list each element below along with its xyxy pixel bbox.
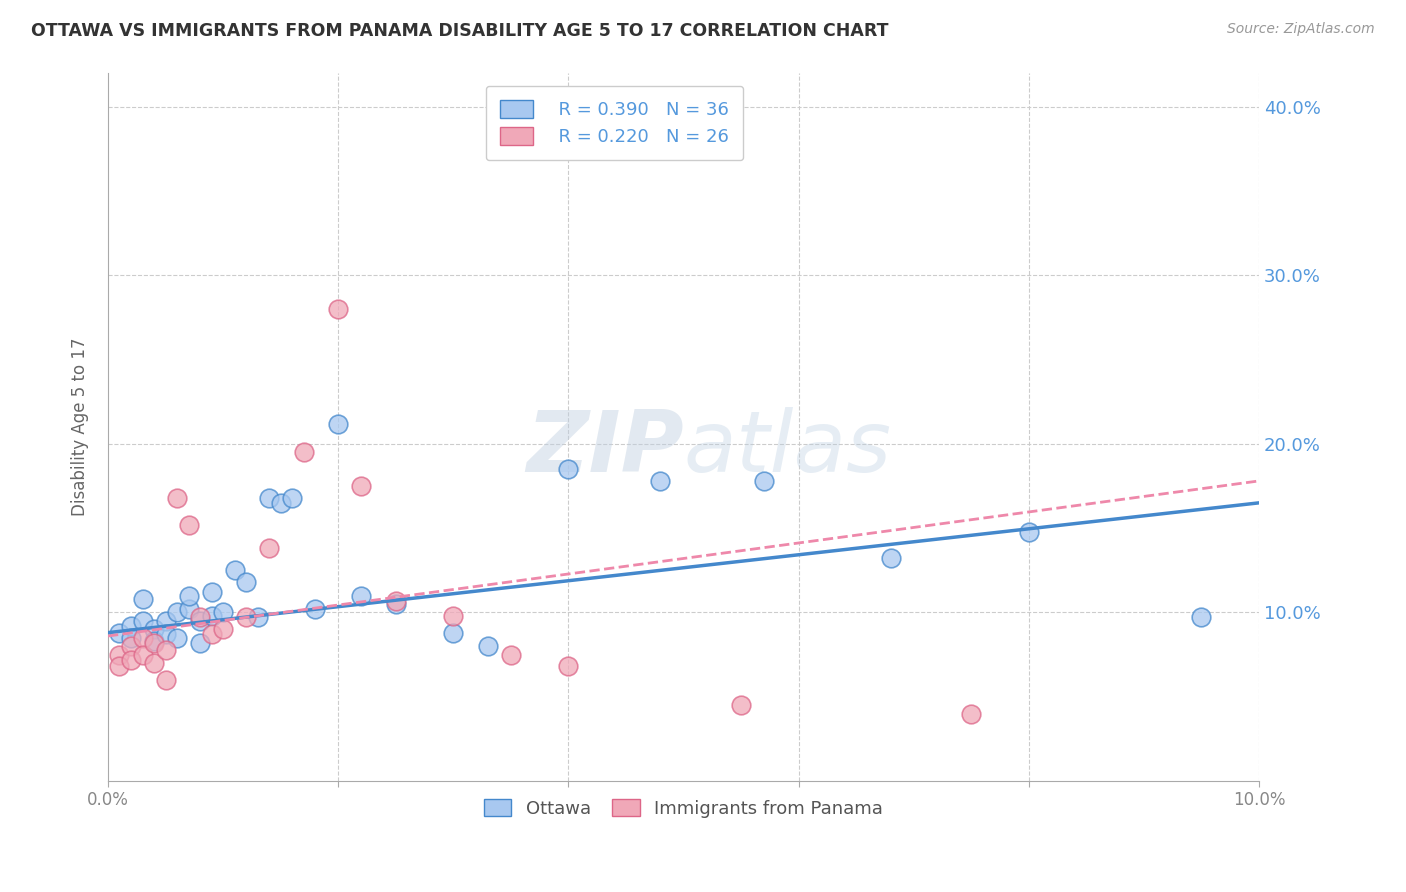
Point (270, 496, 292, 510)
Y-axis label: Disability Age 5 to 17: Disability Age 5 to 17 (72, 338, 89, 516)
Point (200, 585, 222, 599)
Point (235, 575, 257, 590)
Point (177, 589, 200, 603)
Point (108, 659, 131, 673)
Point (166, 491, 188, 505)
Point (281, 491, 304, 505)
Point (120, 652, 142, 666)
Point (188, 610, 211, 624)
Point (257, 491, 280, 505)
Point (350, 479, 373, 493)
Point (499, 648, 522, 662)
Point (477, 639, 499, 653)
Point (730, 698, 752, 713)
Point (166, 606, 188, 620)
Point (143, 636, 166, 650)
Point (350, 589, 373, 603)
Point (224, 563, 246, 577)
Point (177, 602, 200, 616)
Point (143, 634, 166, 648)
Point (212, 622, 235, 636)
Point (143, 622, 166, 636)
Point (1018, 524, 1040, 539)
Point (384, 593, 406, 607)
Point (879, 551, 901, 566)
Point (384, 597, 406, 611)
Point (108, 625, 131, 640)
Point (108, 648, 131, 662)
Point (177, 517, 200, 532)
Point (120, 619, 142, 633)
Point (304, 602, 326, 616)
Text: ZIP: ZIP (526, 407, 683, 490)
Point (200, 627, 222, 641)
Text: Source: ZipAtlas.com: Source: ZipAtlas.com (1227, 22, 1375, 37)
Point (155, 642, 177, 657)
Text: OTTAWA VS IMMIGRANTS FROM PANAMA DISABILITY AGE 5 TO 17 CORRELATION CHART: OTTAWA VS IMMIGRANTS FROM PANAMA DISABIL… (31, 22, 889, 40)
Legend: Ottawa, Immigrants from Panama: Ottawa, Immigrants from Panama (477, 792, 890, 825)
Point (441, 608, 464, 623)
Point (257, 541, 280, 556)
Point (246, 610, 269, 624)
Point (120, 639, 142, 653)
Point (155, 673, 177, 687)
Point (328, 417, 350, 431)
Point (557, 462, 579, 476)
Point (166, 631, 188, 645)
Point (143, 656, 166, 670)
Point (131, 614, 153, 628)
Point (441, 625, 464, 640)
Point (188, 614, 211, 628)
Point (155, 627, 177, 641)
Text: atlas: atlas (683, 407, 891, 490)
Point (752, 474, 775, 488)
Point (235, 610, 257, 624)
Point (292, 445, 315, 459)
Point (131, 591, 153, 606)
Point (155, 614, 177, 628)
Point (557, 659, 579, 673)
Point (188, 636, 211, 650)
Point (131, 631, 153, 645)
Point (120, 631, 142, 645)
Point (212, 606, 235, 620)
Point (200, 608, 222, 623)
Point (960, 706, 983, 721)
Point (131, 648, 153, 662)
Point (650, 474, 672, 488)
Point (328, 301, 350, 316)
Point (1189, 610, 1212, 624)
